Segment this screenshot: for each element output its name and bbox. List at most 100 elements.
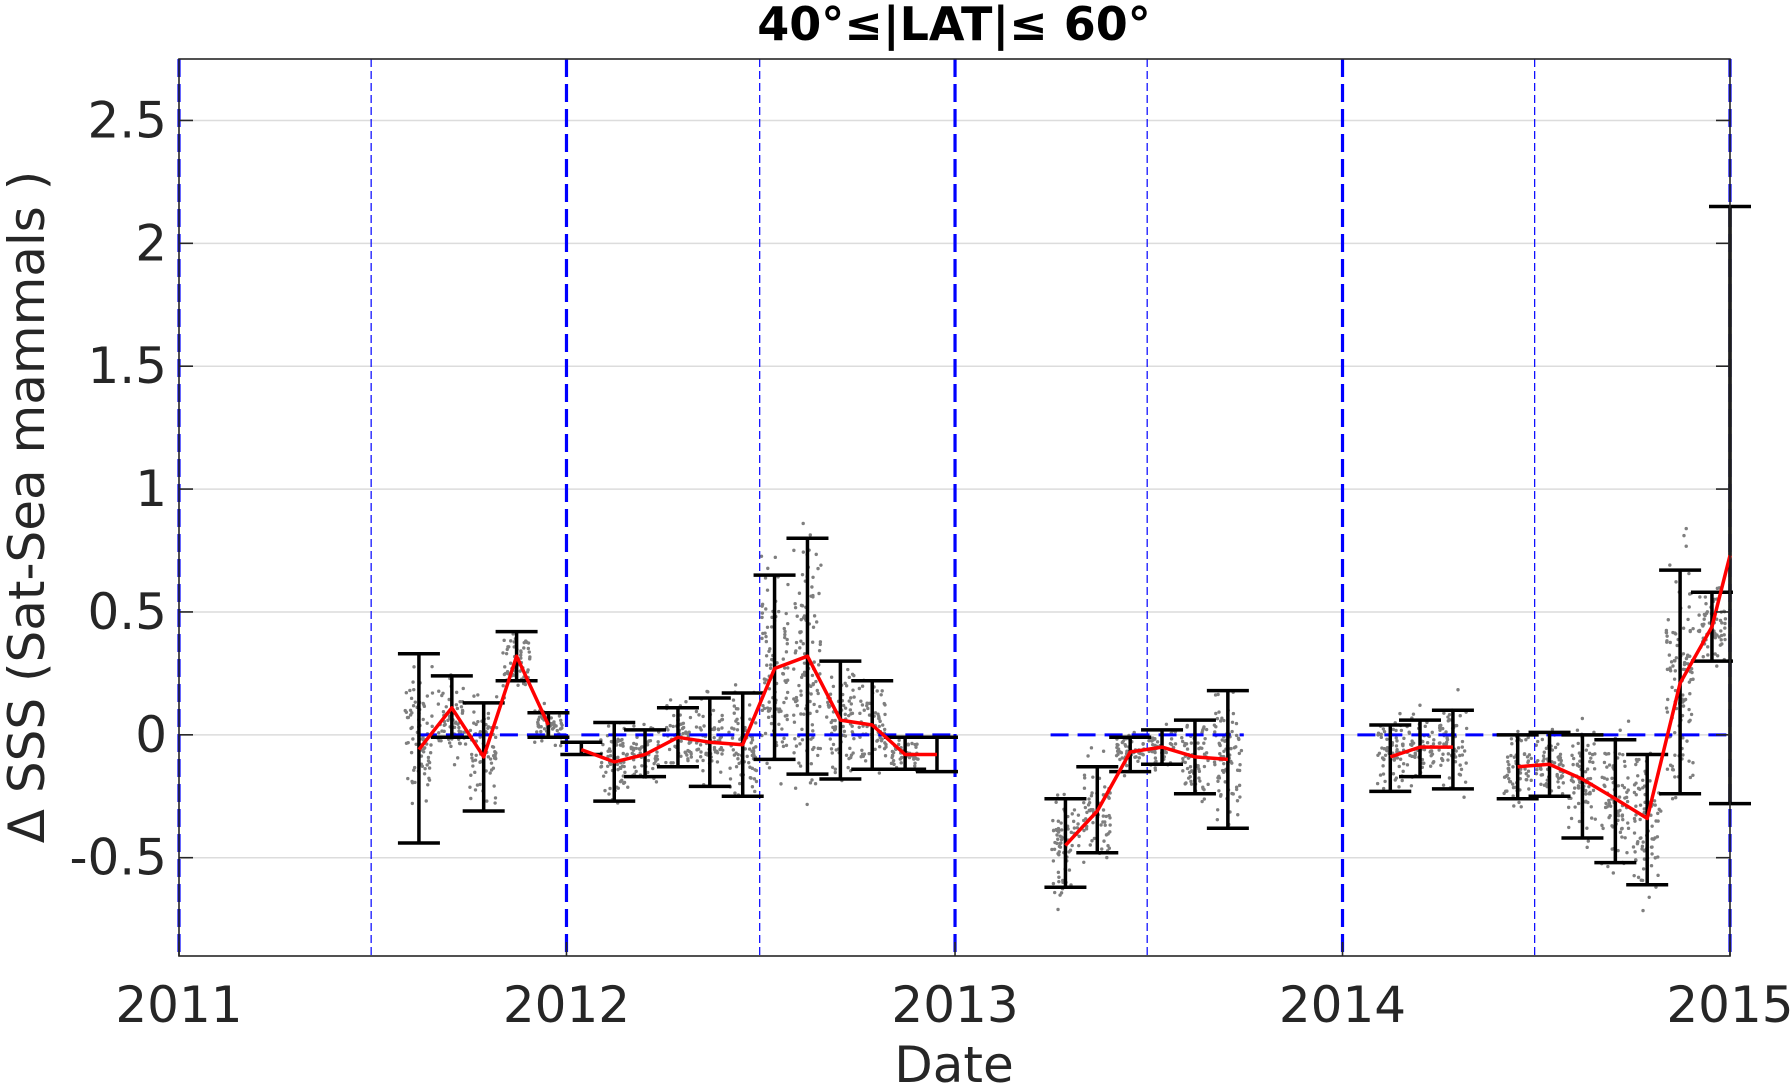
scatter-point bbox=[857, 725, 861, 730]
scatter-point bbox=[1587, 784, 1591, 789]
scatter-point bbox=[1446, 752, 1451, 756]
scatter-point bbox=[493, 801, 497, 805]
scatter-point bbox=[812, 660, 816, 664]
scatter-point bbox=[1222, 718, 1226, 723]
y-tick-label: 2 bbox=[135, 214, 167, 272]
scatter-point bbox=[769, 721, 774, 726]
scatter-point bbox=[1399, 728, 1404, 733]
scatter-point bbox=[850, 724, 854, 728]
scatter-point bbox=[1539, 782, 1543, 787]
scatter-point bbox=[1704, 601, 1708, 606]
scatter-point bbox=[1652, 799, 1657, 803]
scatter-point bbox=[812, 614, 817, 618]
scatter-point bbox=[715, 760, 720, 764]
scatter-point bbox=[816, 691, 820, 696]
scatter-point bbox=[536, 720, 540, 724]
scatter-point bbox=[899, 755, 904, 760]
scatter-point bbox=[489, 761, 494, 765]
scatter-point bbox=[656, 740, 660, 744]
scatter-point bbox=[1231, 711, 1236, 716]
scatter-point bbox=[752, 746, 756, 750]
scatter-point bbox=[413, 700, 417, 704]
scatter-point bbox=[1215, 808, 1220, 812]
scatter-point bbox=[1382, 747, 1387, 751]
scatter-point bbox=[1456, 746, 1461, 750]
scatter-point bbox=[1656, 811, 1660, 816]
y-tick-label: 0.5 bbox=[87, 583, 167, 641]
scatter-point bbox=[1633, 850, 1637, 854]
scatter-point bbox=[1556, 780, 1560, 784]
scatter-point bbox=[767, 766, 772, 770]
scatter-point bbox=[457, 741, 462, 745]
scatter-point bbox=[1153, 766, 1157, 770]
scatter-point bbox=[833, 767, 838, 771]
scatter-point bbox=[1576, 741, 1580, 746]
scatter-point bbox=[1423, 724, 1427, 729]
scatter-point bbox=[1665, 639, 1669, 643]
scatter-point bbox=[802, 652, 807, 656]
scatter-point bbox=[1702, 622, 1706, 626]
scatter-point bbox=[542, 727, 547, 731]
scatter-point bbox=[1235, 799, 1240, 803]
scatter-point bbox=[1232, 746, 1237, 750]
scatter-point bbox=[1085, 810, 1089, 815]
scatter-point bbox=[781, 657, 785, 661]
scatter-point bbox=[1447, 776, 1452, 780]
scatter-point bbox=[913, 764, 917, 768]
scatter-point bbox=[1620, 783, 1625, 788]
scatter-point bbox=[859, 699, 863, 703]
scatter-point bbox=[749, 741, 753, 745]
scatter-point bbox=[494, 725, 499, 730]
scatter-point bbox=[1584, 748, 1589, 752]
scatter-point bbox=[784, 650, 789, 654]
scatter-point bbox=[1638, 817, 1642, 822]
scatter-point bbox=[1673, 659, 1677, 663]
scatter-point bbox=[1673, 669, 1678, 673]
scatter-point bbox=[801, 642, 805, 646]
scatter-point bbox=[712, 727, 716, 732]
scatter-point bbox=[769, 625, 774, 629]
scatter-point bbox=[800, 673, 805, 677]
scatter-point bbox=[449, 744, 453, 749]
scatter-point bbox=[1633, 858, 1638, 862]
scatter-point bbox=[783, 635, 787, 640]
scatter-point bbox=[1119, 751, 1124, 755]
scatter-point bbox=[716, 727, 721, 732]
scatter-point bbox=[527, 657, 532, 661]
scatter-point bbox=[1230, 720, 1235, 724]
scatter-point bbox=[1407, 730, 1411, 734]
scatter-point bbox=[1189, 782, 1194, 786]
scatter-point bbox=[785, 642, 789, 646]
scatter-point bbox=[1104, 814, 1108, 819]
scatter-point bbox=[1101, 808, 1106, 812]
scatter-point bbox=[718, 736, 722, 740]
scatter-point bbox=[767, 687, 772, 691]
scatter-point bbox=[795, 614, 799, 618]
scatter-point bbox=[1438, 741, 1442, 745]
scatter-point bbox=[549, 716, 553, 720]
scatter-point bbox=[1410, 739, 1414, 743]
scatter-point bbox=[747, 703, 752, 707]
scatter-point bbox=[897, 738, 901, 742]
scatter-point bbox=[1511, 785, 1516, 790]
scatter-point bbox=[429, 743, 433, 747]
scatter-point bbox=[1377, 751, 1382, 756]
scatter-point bbox=[1578, 759, 1582, 763]
scatter-point bbox=[1529, 778, 1533, 783]
scatter-point bbox=[1198, 779, 1202, 783]
scatter-point bbox=[1071, 819, 1076, 824]
scatter-point bbox=[1688, 775, 1693, 780]
scatter-point bbox=[732, 704, 737, 708]
scatter-point bbox=[1385, 748, 1389, 753]
scatter-point bbox=[731, 748, 736, 752]
scatter-point bbox=[1082, 773, 1087, 777]
scatter-point bbox=[1602, 776, 1606, 780]
scatter-point bbox=[1203, 736, 1207, 741]
scatter-point bbox=[1686, 617, 1690, 622]
scatter-point bbox=[1442, 711, 1446, 715]
scatter-point bbox=[1197, 776, 1201, 780]
scatter-point bbox=[1687, 605, 1691, 609]
scatter-point bbox=[410, 781, 415, 785]
scatter-point bbox=[1125, 749, 1129, 753]
scatter-point bbox=[655, 750, 659, 754]
